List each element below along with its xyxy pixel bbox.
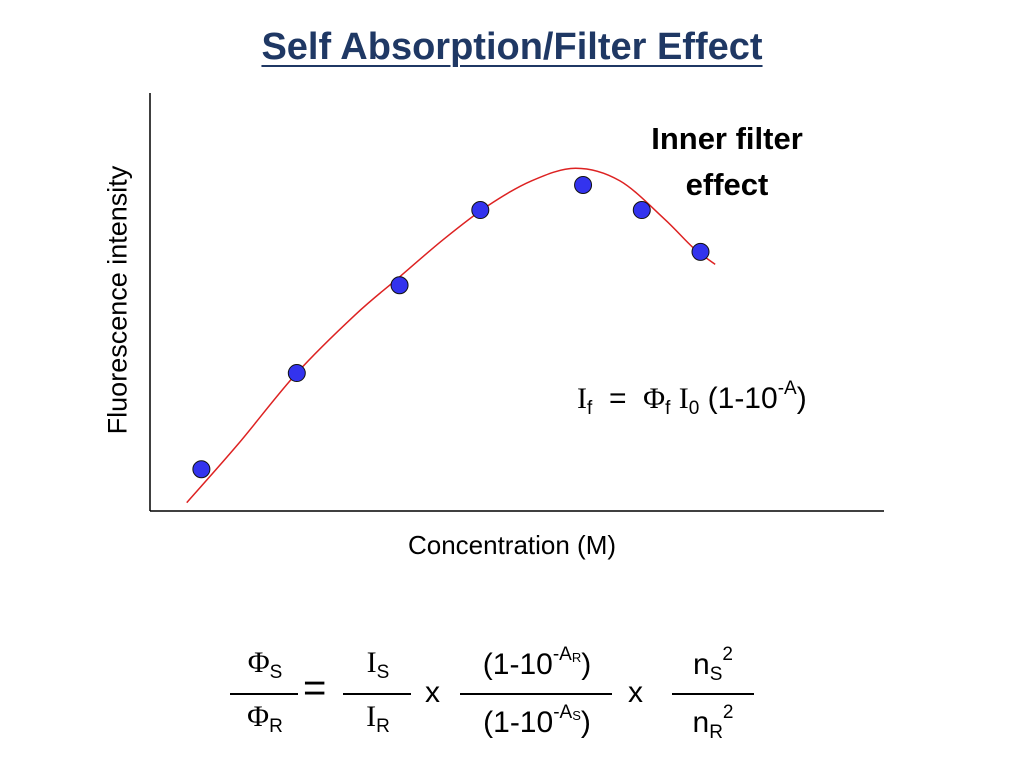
data-point-3 bbox=[390, 276, 409, 295]
absorbance-denominator: (1-10-AS) bbox=[462, 702, 612, 740]
n-r-sup: 2 bbox=[722, 702, 734, 723]
phi-s-term: ΦS bbox=[232, 646, 298, 684]
times-sign-2: x bbox=[628, 676, 643, 709]
den-exp-sub: S bbox=[572, 708, 581, 723]
i-r-sub: R bbox=[376, 716, 390, 737]
i-r-symbol: I bbox=[366, 700, 377, 733]
phi-r-symbol: Φ bbox=[247, 700, 270, 733]
slide-title: Self Absorption/Filter Effect bbox=[261, 26, 763, 68]
n-r-symbol: n bbox=[692, 706, 710, 739]
eq-if-symbol: I bbox=[577, 382, 587, 415]
annotation-line-1: Inner filter bbox=[651, 121, 803, 156]
n-s-sup: 2 bbox=[722, 644, 733, 665]
inner-filter-annotation: Inner filter effect bbox=[612, 116, 842, 208]
i-s-term: IS bbox=[345, 646, 411, 684]
eq-i0-symbol: I bbox=[678, 382, 689, 415]
data-points bbox=[192, 175, 710, 479]
fraction-bar-i bbox=[343, 693, 411, 695]
n-s-term: nS2 bbox=[672, 644, 754, 686]
data-point-6 bbox=[632, 201, 651, 220]
num-base: (1-10 bbox=[482, 648, 553, 681]
fraction-bar-phi bbox=[230, 693, 298, 695]
den-close: ) bbox=[580, 706, 591, 739]
n-s-symbol: n bbox=[693, 648, 710, 681]
i-s-symbol: I bbox=[366, 646, 377, 679]
eq-paren-close: ) bbox=[796, 382, 807, 415]
n-r-term: nR2 bbox=[672, 702, 754, 744]
den-exp: -A bbox=[553, 702, 573, 723]
data-point-1 bbox=[192, 460, 211, 479]
eq-phi-sub: f bbox=[665, 398, 671, 419]
y-axis-label: Fluorescence intensity bbox=[102, 165, 133, 435]
data-point-7 bbox=[691, 242, 710, 261]
absorbance-numerator: (1-10-AR) bbox=[462, 644, 612, 682]
phi-r-term: ΦR bbox=[232, 700, 298, 738]
intensity-equation: If = Φf I0 (1-10-A) bbox=[577, 378, 807, 420]
data-point-4 bbox=[471, 201, 490, 220]
times-sign-1: x bbox=[425, 676, 440, 709]
eq-exponent: -A bbox=[777, 378, 797, 399]
num-exp-sub: R bbox=[571, 650, 582, 665]
eq-phi-symbol: Φ bbox=[643, 382, 666, 415]
fraction-bar-n bbox=[672, 693, 754, 695]
num-close: ) bbox=[581, 648, 592, 681]
qy-equals: = bbox=[303, 666, 327, 710]
data-point-2 bbox=[287, 364, 306, 383]
num-exp: -A bbox=[552, 644, 572, 665]
den-base: (1-10 bbox=[483, 706, 554, 739]
eq-i0-sub: 0 bbox=[688, 398, 700, 419]
eq-paren-open: (1-10 bbox=[707, 382, 778, 415]
phi-s-sub: S bbox=[269, 662, 283, 683]
fit-curve bbox=[186, 167, 716, 504]
i-r-term: IR bbox=[345, 700, 411, 738]
n-s-sub: S bbox=[709, 664, 723, 685]
annotation-line-2: effect bbox=[685, 167, 769, 202]
x-axis-label: Concentration (M) bbox=[407, 530, 617, 560]
i-s-sub: S bbox=[376, 662, 390, 683]
n-r-sub: R bbox=[709, 722, 723, 743]
phi-r-sub: R bbox=[269, 716, 283, 737]
phi-s-symbol: Φ bbox=[247, 646, 270, 679]
eq-if-sub: f bbox=[587, 398, 593, 419]
data-point-5 bbox=[574, 175, 593, 194]
fraction-bar-absorbance bbox=[460, 693, 612, 695]
eq-equals: = bbox=[608, 382, 627, 415]
